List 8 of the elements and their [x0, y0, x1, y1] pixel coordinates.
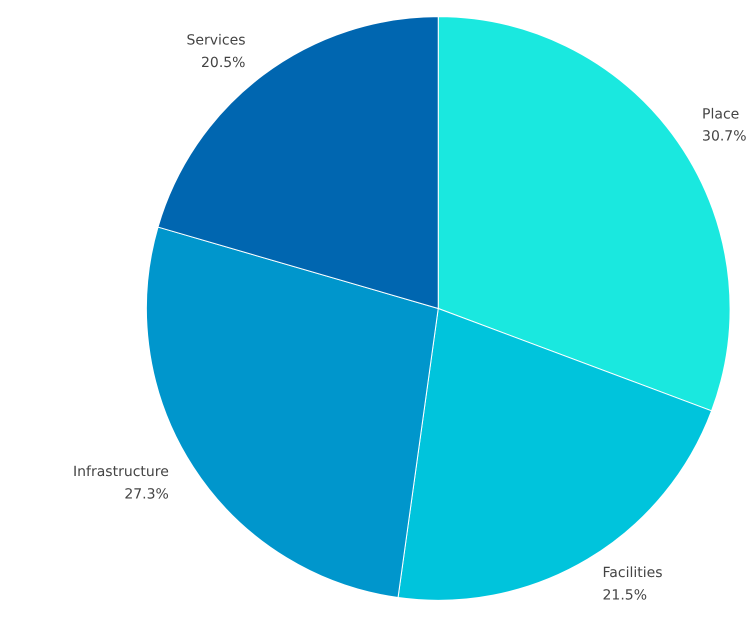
data-label: 20.5%	[201, 54, 246, 71]
slice-label: Place	[702, 106, 740, 122]
data-label: 27.3%	[124, 486, 169, 502]
data-label: 21.5%	[602, 588, 648, 604]
slice-label: Infrastructure	[73, 464, 169, 480]
data-label: 30.7%	[702, 128, 747, 145]
slice-label: Facilities	[602, 565, 663, 582]
slice-label: Services	[186, 32, 246, 48]
